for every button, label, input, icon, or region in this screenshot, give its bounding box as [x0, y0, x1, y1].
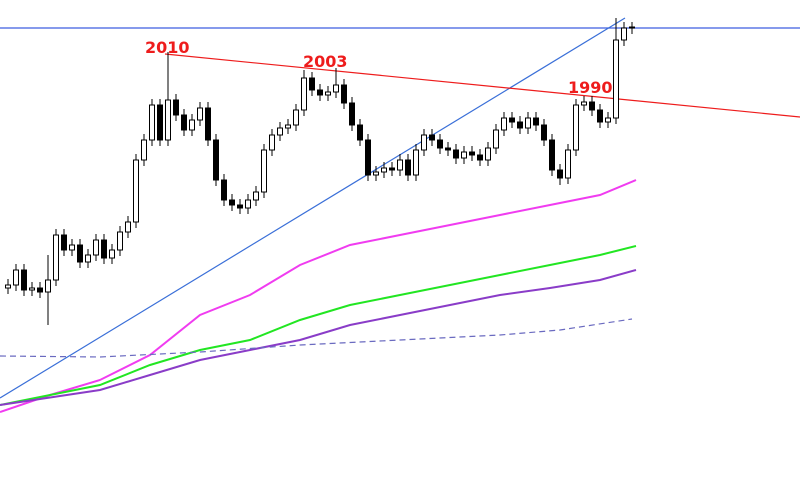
- candle-body: [469, 151, 475, 156]
- candle-body: [285, 124, 291, 129]
- indicator-line: [0, 17, 626, 399]
- candle-body: [453, 149, 459, 159]
- indicator-lines: [0, 17, 800, 413]
- candle-body: [397, 159, 403, 171]
- candle-body: [341, 84, 347, 104]
- candle-body: [53, 234, 59, 281]
- candle-body: [589, 101, 595, 111]
- candle-body: [213, 139, 219, 181]
- candle-body: [29, 287, 35, 291]
- candle-body: [421, 134, 427, 151]
- candle-body: [317, 89, 323, 96]
- candle-body: [509, 117, 515, 123]
- candle-body: [573, 104, 579, 151]
- candle-body: [429, 134, 435, 141]
- indicator-line: [0, 318, 633, 358]
- candle-body: [37, 287, 43, 293]
- candle-body: [133, 159, 139, 223]
- candle-body: [173, 99, 179, 116]
- candle-body: [125, 221, 131, 233]
- candle-body: [437, 139, 443, 149]
- candle-body: [549, 139, 555, 171]
- candle-body: [269, 134, 275, 151]
- candle-body: [381, 167, 387, 173]
- candle-body: [461, 151, 467, 159]
- candle-body: [181, 114, 187, 131]
- candle-body: [517, 121, 523, 129]
- candle-body: [13, 269, 19, 286]
- candle-body: [221, 179, 227, 201]
- candle-body: [245, 199, 251, 209]
- indicator-line: [0, 245, 637, 406]
- candle-body: [525, 117, 531, 129]
- indicator-line: [0, 179, 637, 413]
- candle-body: [277, 127, 283, 136]
- candle-body: [45, 279, 51, 293]
- candle-body: [597, 109, 603, 123]
- candle-body: [405, 159, 411, 176]
- candle-body: [557, 169, 563, 179]
- indicator-line: [0, 269, 637, 406]
- candle-body: [229, 199, 235, 206]
- candle-body: [5, 284, 11, 289]
- candle-body: [61, 234, 67, 251]
- candle-body: [349, 102, 355, 126]
- candle-body: [493, 129, 499, 149]
- indicator-line: [164, 53, 800, 118]
- candle-body: [77, 244, 83, 263]
- candle-body: [101, 239, 107, 259]
- candle-body: [157, 104, 163, 141]
- candle-body: [197, 107, 203, 121]
- candle-body: [93, 239, 99, 256]
- candle-body: [301, 77, 307, 111]
- candle-body: [613, 39, 619, 119]
- candle-body: [69, 244, 75, 251]
- candle-body: [109, 249, 115, 259]
- candle-body: [21, 269, 27, 291]
- candle-body: [325, 91, 331, 96]
- candle-body: [333, 84, 339, 93]
- annotation: 2003: [303, 52, 348, 71]
- candle-body: [189, 119, 195, 131]
- candle-body: [293, 109, 299, 126]
- candle-body: [565, 149, 571, 179]
- candle-body: [117, 231, 123, 251]
- candle-body: [501, 117, 507, 131]
- candle-body: [141, 139, 147, 161]
- candle-body: [237, 204, 243, 209]
- candle-body: [485, 147, 491, 161]
- candle-body: [477, 154, 483, 161]
- candle-body: [533, 117, 539, 126]
- candle-body: [85, 254, 91, 263]
- candle-body: [149, 104, 155, 141]
- candle-body: [261, 149, 267, 193]
- candle-body: [309, 77, 315, 91]
- candle-body: [605, 117, 611, 123]
- candle-body: [581, 101, 587, 106]
- candle-body: [357, 124, 363, 141]
- candle-body: [165, 99, 171, 141]
- candle-body: [253, 191, 259, 201]
- candle-body: [365, 139, 371, 176]
- annotation: 2010: [145, 38, 190, 57]
- candle-body: [373, 171, 379, 176]
- annotation: 1990: [568, 78, 613, 97]
- candle-body: [205, 107, 211, 141]
- candles: [5, 18, 635, 325]
- candle-body: [389, 167, 395, 171]
- candle-body: [445, 147, 451, 151]
- candle-body: [541, 124, 547, 141]
- candle-body: [629, 26, 635, 29]
- candle-body: [621, 27, 627, 41]
- candle-body: [413, 149, 419, 176]
